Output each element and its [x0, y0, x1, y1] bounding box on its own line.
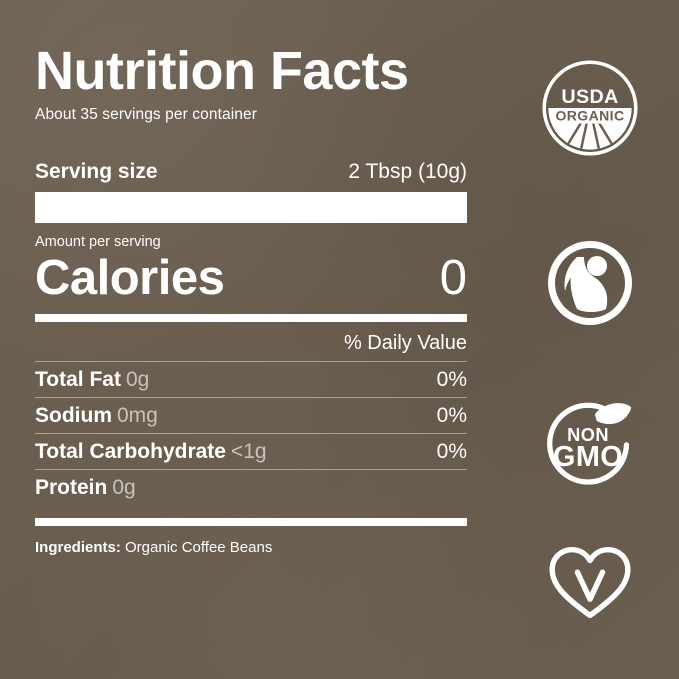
nutrient-label-group: Total Fat 0g: [35, 368, 149, 392]
non-gmo-leaf-icon: NON GMO: [547, 402, 632, 485]
badge-usda-organic: ORGANIC USDA: [530, 56, 650, 160]
serving-size-value: 2 Tbsp (10g): [348, 160, 467, 183]
ingredients-divider-bar: [35, 517, 467, 526]
page-title: Nutrition Facts: [35, 41, 409, 101]
nutrient-label-group: Sodium 0mg: [35, 404, 158, 428]
badge-vegan: [530, 538, 650, 628]
ingredients-line: Ingredients: Organic Coffee Beans: [35, 539, 467, 556]
serving-size-row: Serving size 2 Tbsp (10g): [35, 160, 467, 184]
ingredients-value: Organic Coffee Beans: [125, 538, 273, 556]
table-row: Protein 0g: [35, 468, 467, 505]
badge-non-gmo: NON GMO: [530, 395, 650, 491]
calories-value: 0: [439, 251, 467, 305]
nutrient-name: Total Carbohydrate: [35, 439, 226, 463]
usda-organic-seal-icon: ORGANIC USDA: [542, 60, 638, 156]
calories-row: Calories 0: [35, 252, 467, 305]
thick-divider-bar: [35, 192, 467, 223]
certification-badge-column: ORGANIC USDA: [530, 0, 650, 679]
serving-size-label: Serving size: [35, 160, 158, 183]
nutrition-facts-panel: Nutrition Facts About 35 servings per co…: [35, 44, 467, 556]
nutrient-daily-value: 0%: [436, 367, 467, 391]
daily-value-header: % Daily Value: [343, 331, 467, 354]
calories-label: Calories: [35, 251, 225, 305]
nutrient-name: Total Fat: [35, 367, 121, 391]
svg-text:ORGANIC: ORGANIC: [555, 108, 624, 124]
svg-text:NON: NON: [567, 424, 609, 445]
badge-non-gmo-project: [530, 233, 650, 333]
non-gmo-project-person-icon: [540, 233, 640, 333]
table-row: Total Fat 0g 0%: [35, 360, 467, 397]
nutrient-amount: 0g: [125, 367, 150, 391]
table-row: Sodium 0mg 0%: [35, 396, 467, 433]
table-row: Total Carbohydrate <1g 0%: [35, 432, 467, 469]
vegan-heart-icon: [549, 547, 631, 619]
nutrient-label-group: Total Carbohydrate <1g: [35, 440, 267, 464]
nutrient-daily-value: 0%: [436, 439, 467, 463]
calories-divider-bar: [35, 313, 467, 322]
nutrient-name: Sodium: [35, 403, 112, 427]
amount-per-serving-label: Amount per serving: [35, 234, 161, 250]
svg-text:GMO: GMO: [553, 441, 623, 473]
svg-text:USDA: USDA: [561, 86, 618, 108]
nutrient-amount: <1g: [230, 439, 267, 463]
nutrient-label-group: Protein 0g: [35, 476, 136, 500]
nutrient-daily-value: 0%: [436, 403, 467, 427]
nutrient-amount: 0g: [112, 475, 136, 499]
nutrient-amount: 0mg: [117, 403, 158, 427]
ingredients-label: Ingredients:: [35, 538, 121, 556]
nutrient-name: Protein: [35, 475, 108, 499]
servings-per-container: About 35 servings per container: [35, 106, 257, 123]
